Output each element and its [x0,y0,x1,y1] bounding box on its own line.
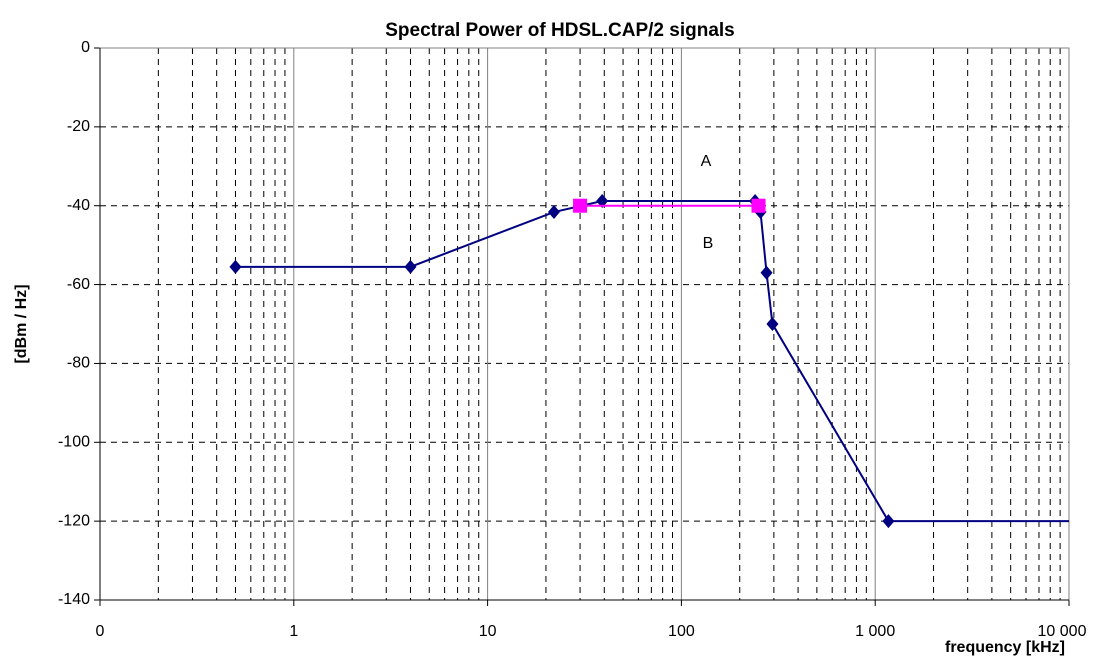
chart-title: Spectral Power of HDSL.CAP/2 signals [385,20,734,41]
marker [547,205,560,220]
y-tick-label: 0 [81,39,90,56]
x-tick-label: 1 000 [855,623,895,640]
y-tick-label: -120 [58,512,90,529]
y-tick-label: -60 [67,276,90,293]
y-tick-label: -80 [67,355,90,372]
marker [596,193,609,208]
marker [404,259,417,274]
marker [751,198,766,213]
marker [573,198,588,213]
x-axis-label: frequency [kHz] [945,639,1065,656]
x-tick-label: 1 [289,623,298,640]
x-tick-label: 10 000 [1038,623,1087,640]
y-axis-label: [dBm / Hz] [13,284,30,363]
marker [229,259,242,274]
x-tick-label: 10 [479,623,497,640]
annotation: A [701,153,712,170]
plot-frame [99,47,1070,601]
y-tick-label: -140 [58,591,90,608]
y-tick-label: -40 [67,197,90,214]
x-tick-label: 100 [668,623,695,640]
marker [760,265,773,280]
y-tick-label: -100 [58,434,90,451]
x-tick-label: 0 [96,623,105,640]
marker [882,514,895,529]
annotation: B [703,235,714,252]
series-line [235,199,1069,523]
y-tick-label: -20 [67,118,90,135]
marker [766,317,779,331]
